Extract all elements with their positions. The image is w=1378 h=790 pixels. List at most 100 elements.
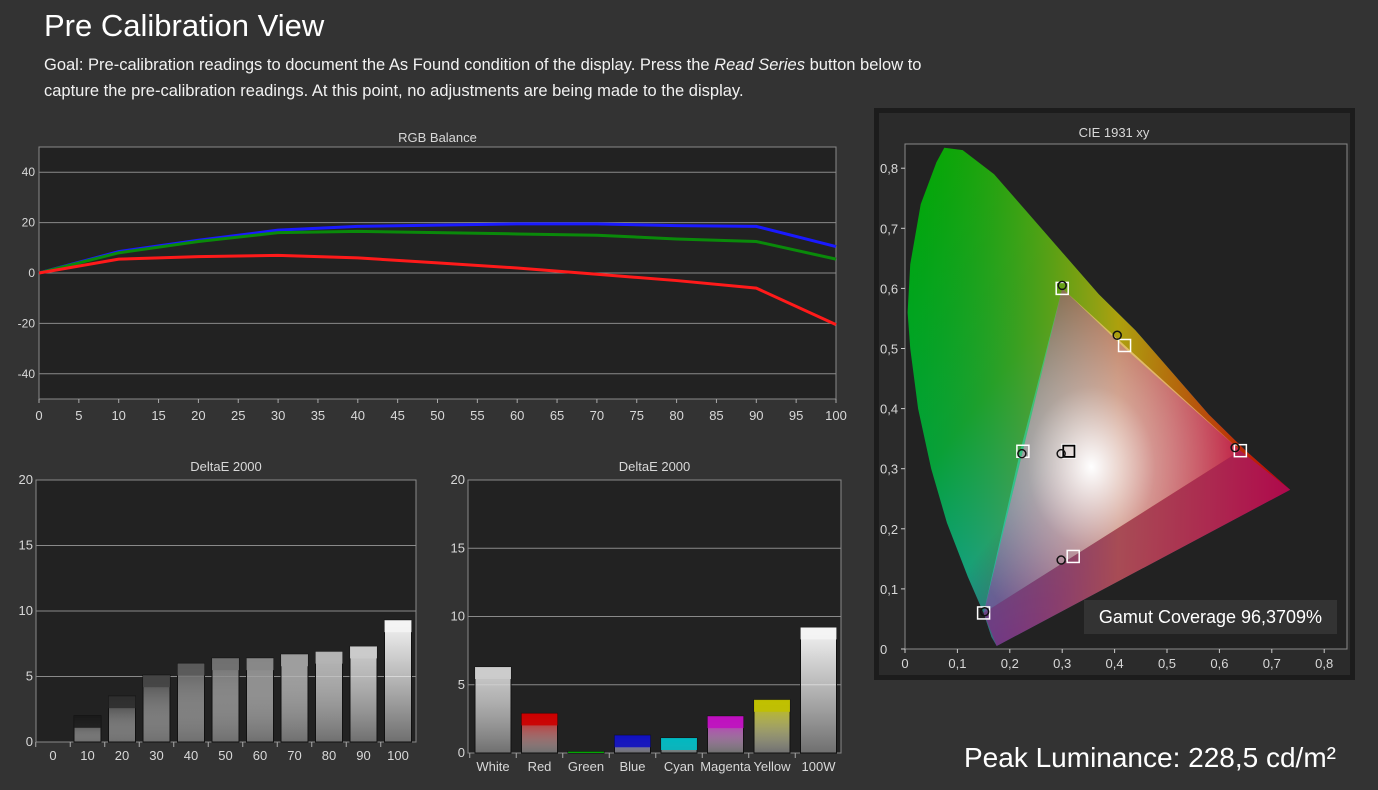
bar-top-90 [350,646,377,659]
x-tick-label: 25 [231,408,245,423]
y-tick-label: 15 [19,538,33,553]
x-tick-label: 90 [356,748,370,763]
x-tick-label: 100W [802,759,837,774]
y-tick-label: 0 [458,745,465,760]
x-tick-label: Yellow [753,759,791,774]
y-tick-label: 5 [458,677,465,692]
x-tick-label: 30 [149,748,163,763]
x-tick-label: 20 [115,748,129,763]
x-tick-label: 0,8 [1315,656,1333,671]
x-tick-label: 60 [253,748,267,763]
x-tick-label: 5 [75,408,82,423]
x-tick-label: Blue [619,759,645,774]
y-tick-label: 0 [28,266,35,280]
x-tick-label: 0,3 [1053,656,1071,671]
x-tick-label: 40 [184,748,198,763]
x-tick-label: 100 [387,748,409,763]
x-tick-label: 45 [390,408,404,423]
target-marker [1066,549,1080,564]
measured-marker [1056,448,1066,459]
bar-top-30 [143,675,170,688]
x-tick-label: White [476,759,509,774]
target-marker [1055,281,1069,296]
measured-marker [1057,280,1067,291]
x-tick-label: 0,2 [1001,656,1019,671]
x-tick-label: 0,4 [1106,656,1124,671]
series-line-2 [38,253,837,327]
x-tick-label: 55 [470,408,484,423]
x-tick-label: Magenta [700,759,751,774]
target-marker [1117,338,1132,353]
bar-top-yellow [754,699,790,712]
rgb-balance-title: RGB Balance [398,130,477,145]
y-tick-label: 0,5 [880,342,898,357]
x-tick-label: 50 [218,748,232,763]
x-tick-label: 0 [35,408,42,423]
x-tick-label: 75 [630,408,644,423]
y-tick-label: 20 [19,472,33,487]
bar-60 [246,657,274,743]
x-tick-label: 100 [825,408,847,423]
x-tick-label: 80 [322,748,336,763]
bar-50 [211,657,240,743]
x-tick-label: 0,1 [948,656,966,671]
bar-top-magenta [707,716,744,729]
y-tick-label: 20 [22,216,36,230]
deltae-title: DeltaE 2000 [190,459,262,474]
goal-description: Goal: Pre-calibration readings to docume… [44,52,924,104]
bar-top-white [475,667,511,680]
bar-top-70 [281,654,308,667]
bar-top-red [521,713,558,726]
x-tick-label: 60 [510,408,524,423]
y-tick-label: 0,2 [880,522,898,537]
measured-marker [1112,330,1122,341]
x-tick-label: 0,6 [1210,656,1228,671]
target-marker [1233,443,1248,458]
y-tick-label: -40 [18,367,36,381]
x-tick-label: Cyan [664,759,694,774]
x-tick-label: 70 [590,408,604,423]
measured-marker [1056,555,1066,565]
x-tick-label: 65 [550,408,564,423]
goal-text-prefix: Goal: Pre-calibration readings to docume… [44,56,715,74]
bar-top-80 [315,651,343,664]
cie-title: CIE 1931 xy [1079,125,1150,140]
x-tick-label: Green [568,759,604,774]
x-tick-label: 0 [901,656,908,671]
goal-text-suffix: button below to capture the pre-calibrat… [44,56,922,100]
x-tick-label: 0,5 [1158,656,1176,671]
y-tick-label: 0,1 [880,582,898,597]
read-series-reference: Read Series [714,56,805,74]
measured-marker [1230,442,1240,453]
bar-white [474,666,512,754]
bar-top-blue [614,735,651,748]
x-tick-label: 70 [287,748,301,763]
x-tick-label: 15 [151,408,165,423]
y-tick-label: 10 [451,609,465,624]
deltae-title: DeltaE 2000 [619,459,691,474]
x-tick-label: 0,7 [1263,656,1281,671]
bar-top-20 [108,696,136,709]
x-tick-label: 95 [789,408,803,423]
y-tick-label: 0,3 [880,462,898,477]
x-tick-label: 0 [49,748,56,763]
bar-40 [177,662,205,743]
purple-line-region [983,450,1291,646]
y-tick-label: 0,7 [880,221,898,236]
bar-100 [384,619,412,743]
rgb-balance-svg: RGB Balance 40 20 0 -20 -40 0 5 10 15 20 25 30 35 40 45… [18,130,847,423]
x-tick-label: 85 [709,408,723,423]
target-marker [976,606,991,620]
target-marker-outline [1061,443,1077,459]
bar-90 [349,645,378,743]
y-tick-label: 10 [19,603,33,618]
y-tick-label: 5 [26,669,33,684]
bar-100w [800,626,837,754]
deltae-color-svg: DeltaE 2000 20 15 10 5 0 White Red Green Blue Cyan… [451,459,842,774]
bar-80 [315,651,343,743]
y-tick-label: 40 [22,165,36,179]
measured-marker [979,606,990,617]
cie-diagram-frame: CIE 1931 xy 0 0,1 0,2 0,3 0,4 0,5 0,6 0,7 0,8 0 0,1… [874,108,1355,680]
x-tick-label: 20 [191,408,205,423]
